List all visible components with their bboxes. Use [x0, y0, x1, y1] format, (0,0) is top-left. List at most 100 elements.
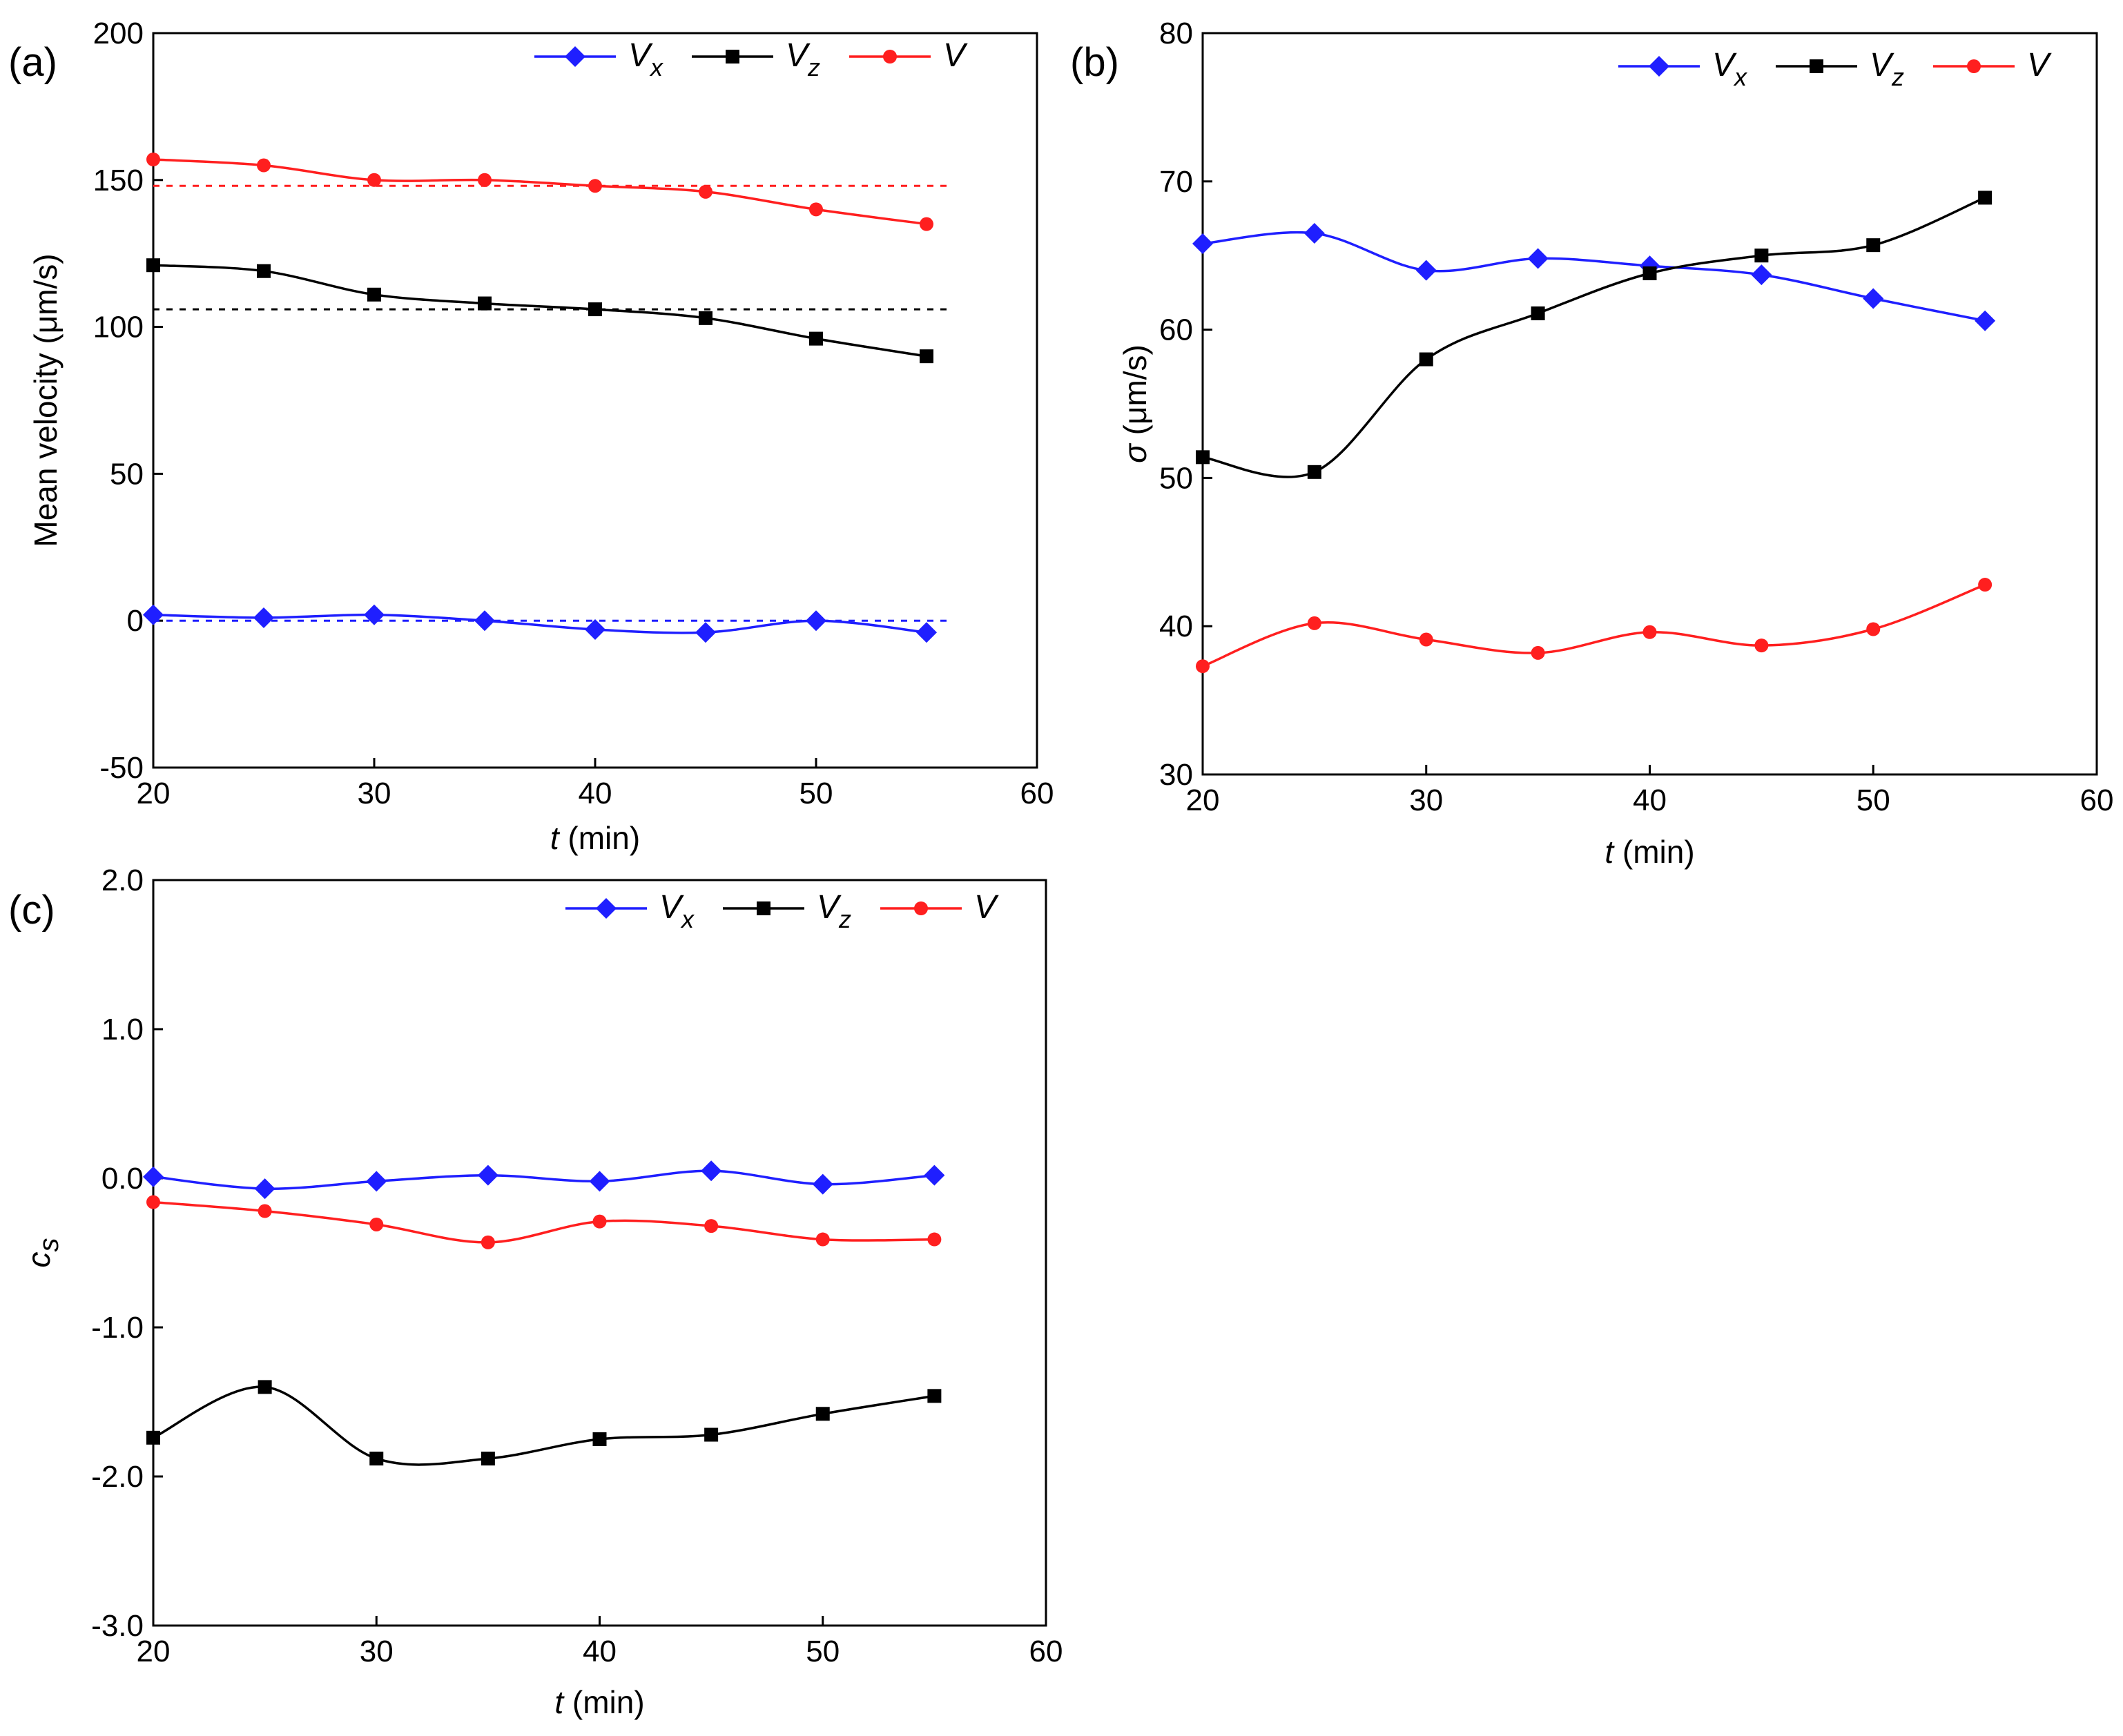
legend-swatch-marker [726, 50, 739, 64]
legend-entry-v: V [880, 889, 999, 926]
data-point [1754, 248, 1769, 263]
data-point [809, 331, 823, 346]
data-point [592, 1214, 607, 1229]
y-axis-subscript: s [34, 1238, 64, 1252]
y-axis-variable: c [21, 1252, 57, 1268]
data-point [369, 1452, 384, 1466]
series-line [153, 1385, 935, 1466]
y-tick-label: 30 [1159, 758, 1193, 792]
legend-entry-v: V [849, 37, 968, 74]
legend-label: V [943, 37, 968, 74]
data-point [477, 1164, 498, 1186]
y-tick-label: 80 [1159, 17, 1193, 50]
y-tick-label: 0 [127, 604, 144, 638]
data-point [1642, 625, 1657, 639]
data-point [474, 610, 495, 632]
legend-swatch-marker [1649, 56, 1669, 77]
data-point [1303, 222, 1325, 244]
data-point [588, 302, 602, 317]
x-axis-variable: t [550, 820, 561, 856]
x-tick-label: 40 [1633, 783, 1667, 817]
data-point [146, 1430, 160, 1445]
plot-frame [152, 32, 1038, 769]
x-tick-label: 50 [806, 1635, 840, 1668]
x-tick-label: 30 [358, 777, 391, 810]
data-point [478, 296, 492, 311]
legend-entry-vz: Vz [692, 37, 820, 81]
series-vx [143, 1160, 945, 1200]
data-point [701, 1160, 722, 1182]
legend-label: Vz [817, 889, 851, 933]
series-line [153, 1200, 935, 1244]
data-point [916, 622, 937, 643]
y-tick-label: 2.0 [101, 864, 144, 897]
legend-entry-vx: Vx [565, 889, 695, 933]
x-axis-label: t (min) [554, 1684, 644, 1720]
series-line [153, 1169, 935, 1190]
legend: Vx Vz V [1618, 47, 2052, 91]
data-point [704, 1219, 719, 1233]
data-point [258, 1204, 272, 1218]
legend: Vx Vz V [565, 889, 999, 933]
data-point [812, 1173, 833, 1195]
legend-entry-vz: Vz [723, 889, 851, 933]
y-tick-label: 150 [93, 164, 144, 197]
data-point [920, 217, 933, 231]
data-point [367, 173, 381, 187]
x-tick-label: 20 [137, 1635, 171, 1668]
x-tick-label: 20 [137, 777, 171, 810]
panel-c: 20 30 40 50 60 -3.0 -2.0 -1.0 0.0 1.0 2.0 (c) t (min… [8, 864, 1063, 1720]
y-tick-label: 100 [93, 311, 144, 344]
series-line [1203, 231, 1986, 322]
legend-swatch-marker [883, 50, 897, 64]
legend-label: V [2027, 47, 2052, 84]
data-point [927, 1232, 942, 1247]
x-axis-unit: (min) [559, 820, 641, 856]
data-point [1642, 266, 1657, 280]
data-point [1975, 310, 1996, 331]
data-point [1307, 616, 1321, 630]
data-point [1866, 238, 1881, 253]
x-tick-label: 50 [799, 777, 833, 810]
y-axis-label: σ (μm/s) [1117, 344, 1153, 463]
data-point [920, 349, 933, 364]
x-axis-variable: t [1605, 834, 1615, 870]
y-axis-label: cs [21, 1238, 64, 1268]
data-point [369, 1217, 384, 1231]
y-tick-label: 70 [1159, 165, 1193, 199]
data-point [1307, 465, 1321, 479]
data-point [1196, 450, 1210, 465]
x-tick-label: 40 [583, 1635, 617, 1668]
x-tick-label: 30 [360, 1635, 394, 1668]
data-point [924, 1164, 945, 1186]
series-vz [1196, 191, 1993, 479]
data-point [1978, 191, 1993, 205]
data-point [1978, 578, 1993, 592]
data-point [146, 153, 160, 167]
data-point [1192, 233, 1213, 255]
data-point [253, 607, 274, 628]
data-point [699, 184, 712, 199]
y-tick-label: -50 [99, 751, 144, 785]
legend-entry-vx: Vx [534, 37, 664, 81]
x-axis-label: t (min) [550, 820, 640, 856]
legend-swatch-marker [1810, 59, 1823, 73]
x-tick-label: 60 [1020, 777, 1054, 810]
data-point [478, 173, 492, 187]
data-point [366, 1171, 387, 1192]
legend-entry-vx: Vx [1618, 47, 1748, 91]
data-point [146, 258, 160, 273]
data-point [1419, 632, 1433, 647]
x-axis-unit: (min) [563, 1684, 645, 1720]
data-point [143, 1166, 164, 1187]
y-axis-variable: σ [1117, 442, 1153, 463]
data-point [695, 622, 716, 643]
legend-entry-vz: Vz [1776, 47, 1904, 91]
data-point [143, 604, 164, 625]
y-tick-label: 40 [1159, 609, 1193, 643]
plot-frame [152, 879, 1047, 1627]
x-tick-label: 40 [579, 777, 612, 810]
legend-swatch-marker [757, 901, 770, 915]
series-line [1203, 196, 1986, 478]
